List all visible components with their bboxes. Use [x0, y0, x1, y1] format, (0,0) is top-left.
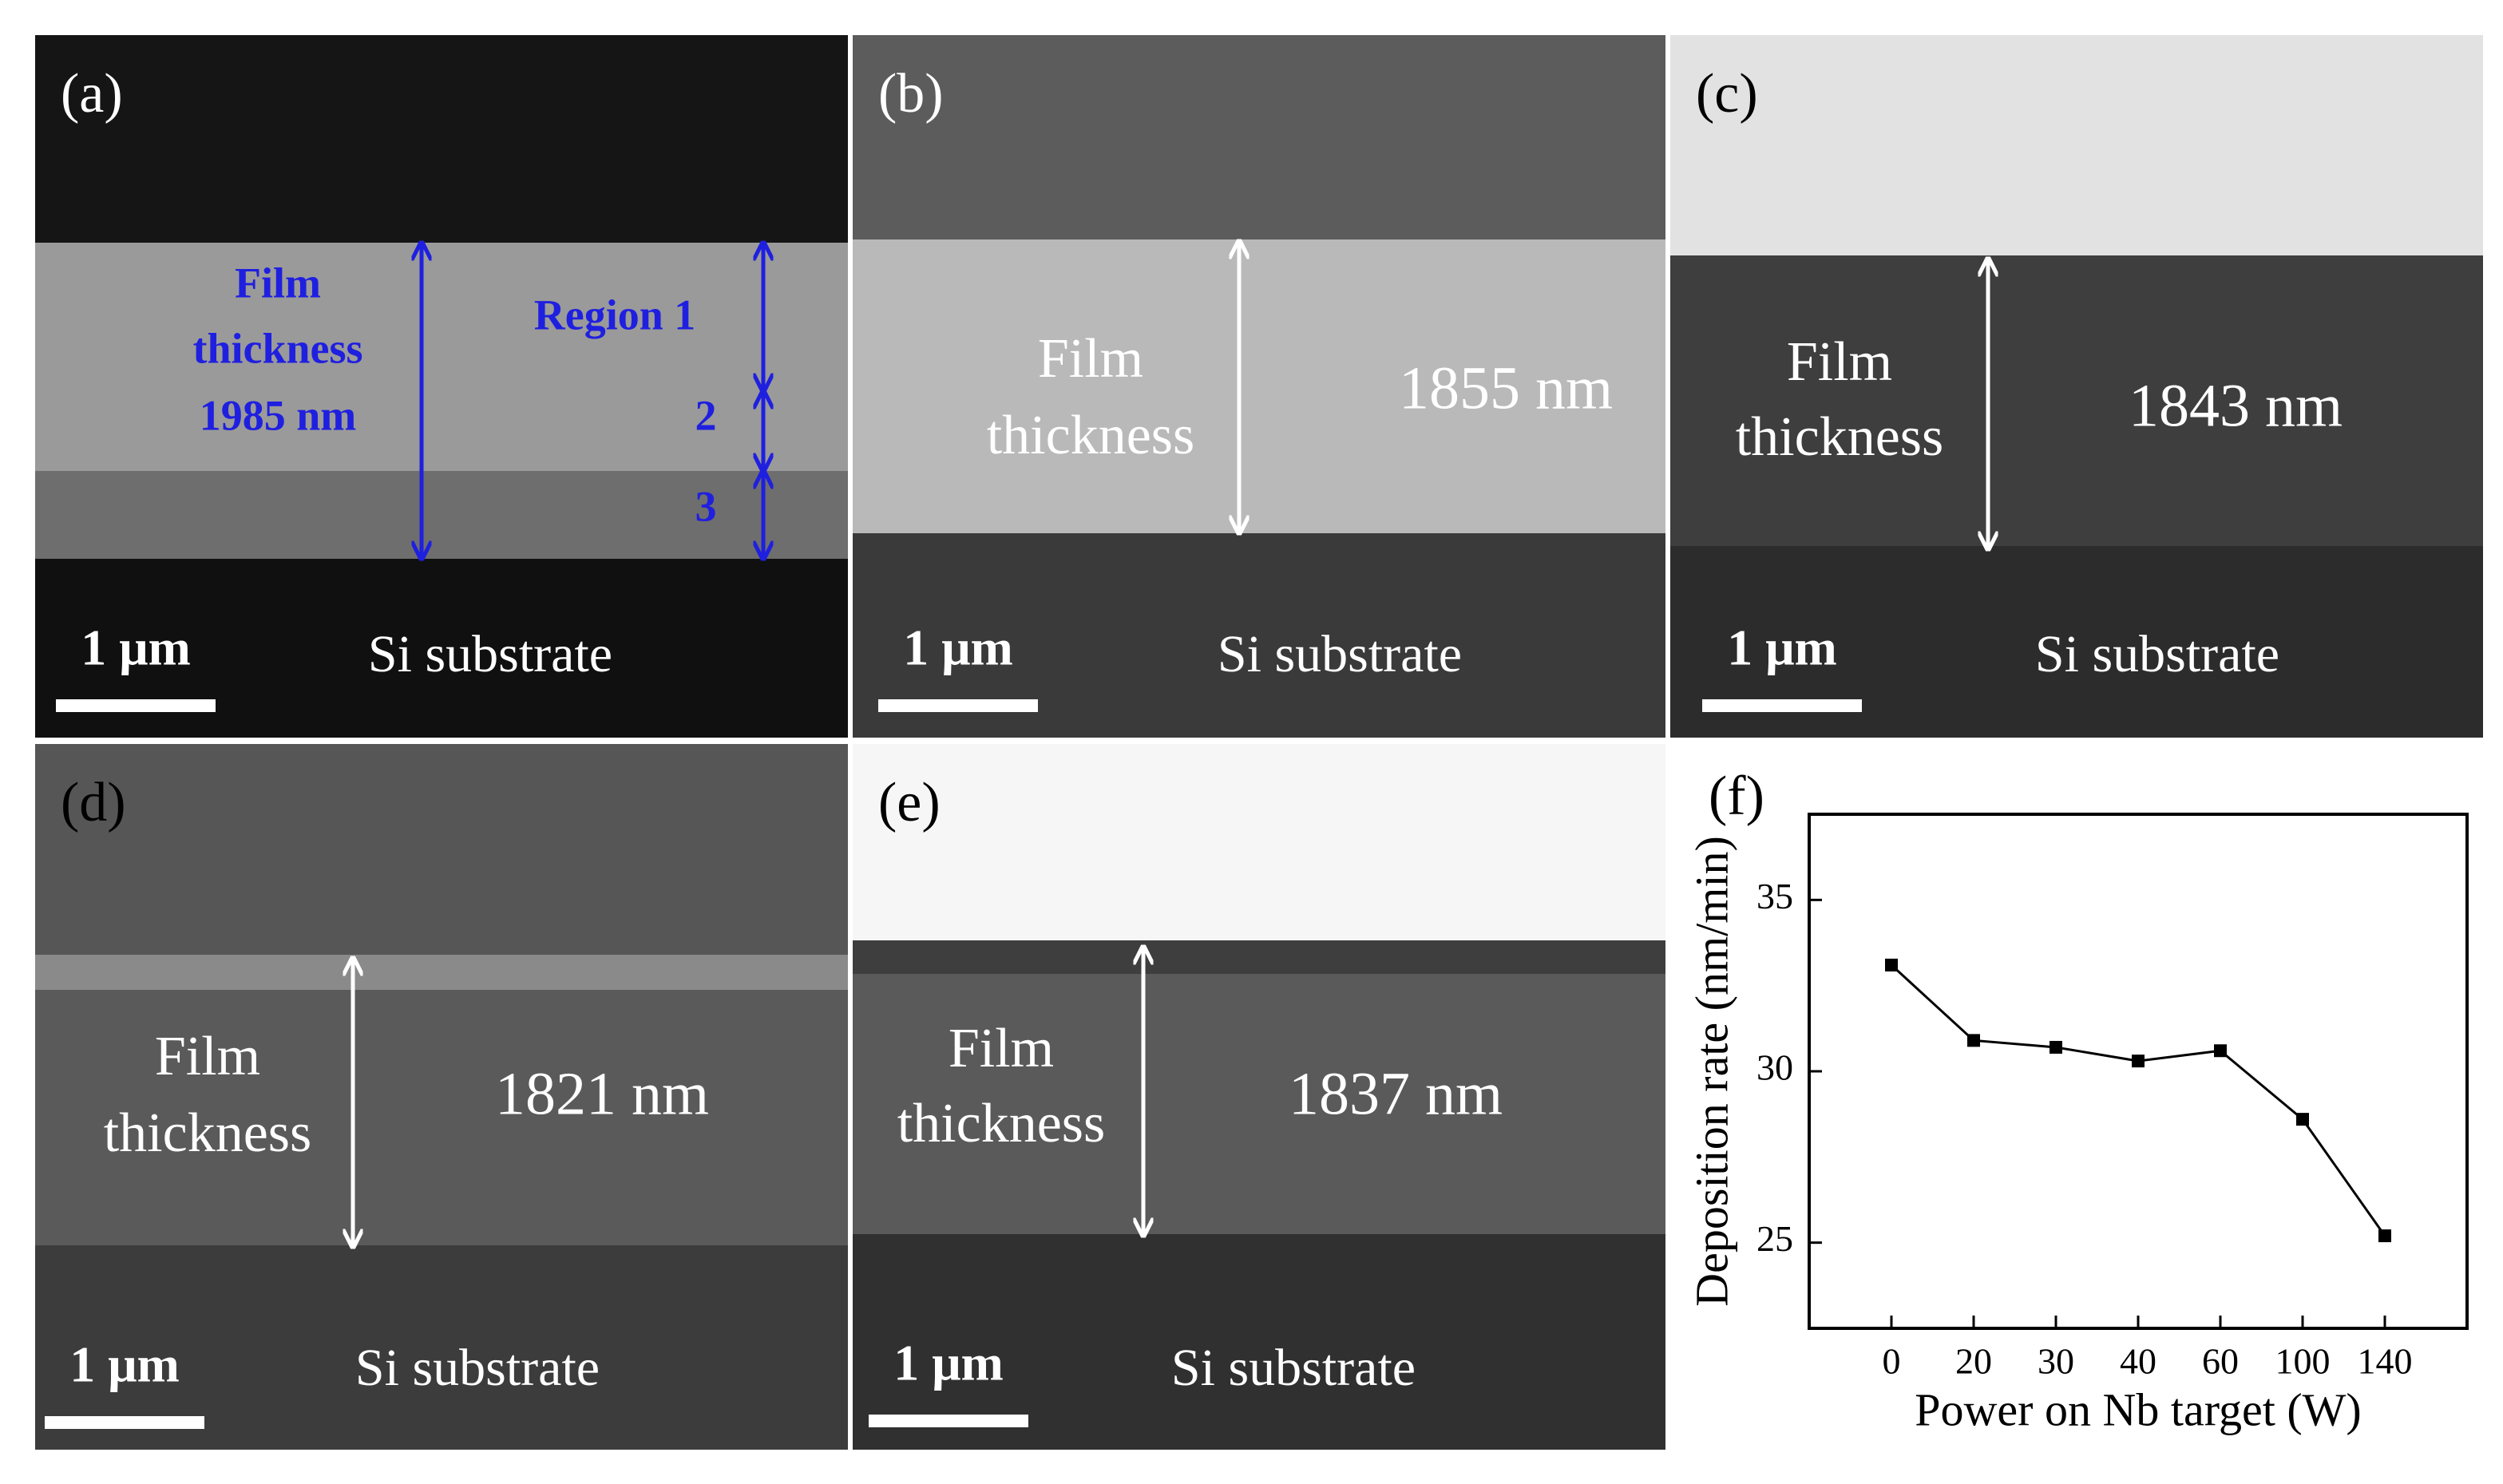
y-axis-title: Deposition rate (nm/min)	[1685, 836, 1737, 1307]
data-point	[1885, 958, 1898, 972]
sem-layer	[35, 955, 848, 990]
panel-label: (e)	[878, 772, 941, 833]
scale-bar-label: 1 μm	[1727, 619, 1837, 676]
sem-layer	[35, 243, 848, 471]
sem-layer	[853, 974, 1665, 1234]
panel-label: (f)	[1709, 766, 1764, 827]
panel-label: (a)	[61, 63, 123, 125]
data-point	[2378, 1229, 2391, 1243]
data-point	[2132, 1055, 2145, 1068]
film-text: Film	[235, 259, 321, 307]
scale-bar	[56, 699, 216, 712]
y-tick-label: 30	[1756, 1047, 1793, 1088]
film-text: 1843 nm	[2129, 372, 2343, 439]
substrate-label: Si substrate	[2035, 625, 2279, 683]
sem-layer	[853, 744, 1665, 940]
y-tick-label: 35	[1756, 876, 1793, 916]
substrate-label: Si substrate	[1171, 1339, 1416, 1397]
sem-layer	[853, 940, 1665, 974]
data-point	[2050, 1040, 2062, 1054]
y-tick-label: 25	[1756, 1218, 1793, 1259]
sem-layer	[1670, 35, 2483, 255]
sem-layer	[35, 990, 848, 1245]
data-line	[1890, 964, 2386, 1237]
plot-frame	[1808, 813, 2469, 1330]
sem-layer	[35, 1245, 848, 1450]
film-text: 1837 nm	[1289, 1060, 1503, 1127]
scale-bar	[45, 1416, 204, 1429]
data-point	[2214, 1044, 2227, 1058]
film-text: thickness	[104, 1102, 312, 1164]
scale-bar	[1702, 699, 1862, 712]
panel-label: (d)	[61, 772, 126, 833]
panel-label: (c)	[1696, 63, 1758, 125]
scale-bar-label: 1 μm	[903, 619, 1013, 676]
region-label: 3	[695, 482, 717, 530]
substrate-label: Si substrate	[1218, 625, 1462, 683]
region-label: 2	[695, 391, 717, 439]
x-tick-label: 60	[2202, 1341, 2239, 1382]
data-point	[2296, 1113, 2309, 1126]
x-tick-label: 40	[2120, 1341, 2156, 1382]
film-text: Film	[949, 1018, 1054, 1079]
film-text: 1985 nm	[200, 391, 357, 439]
film-text: thickness	[897, 1093, 1106, 1154]
data-point	[1967, 1034, 1980, 1047]
x-tick-label: 0	[1883, 1341, 1901, 1382]
substrate-label: Si substrate	[368, 625, 612, 683]
sem-layer	[853, 35, 1665, 239]
sem-layer	[853, 1234, 1665, 1450]
scale-bar-label: 1 μm	[81, 619, 191, 676]
region-label: Region 1	[534, 291, 696, 338]
film-text: Film	[155, 1026, 260, 1087]
sem-layer	[1670, 255, 2483, 546]
scale-bar	[878, 699, 1038, 712]
sem-layer	[853, 239, 1665, 533]
sem-layer	[35, 471, 848, 559]
film-text: thickness	[1736, 406, 1944, 468]
film-text: Film	[1038, 328, 1143, 390]
scale-bar-label: 1 μm	[69, 1336, 180, 1393]
x-tick-label: 20	[1955, 1341, 1992, 1382]
x-tick-label: 140	[2358, 1341, 2413, 1382]
sem-layer	[35, 744, 848, 955]
x-axis-title: Power on Nb target (W)	[1915, 1383, 2361, 1435]
film-text: 1855 nm	[1399, 354, 1613, 421]
x-tick-label: 100	[2275, 1341, 2331, 1382]
film-text: 1821 nm	[495, 1060, 709, 1127]
film-text: thickness	[987, 405, 1195, 466]
scale-bar-label: 1 μm	[893, 1335, 1004, 1391]
substrate-label: Si substrate	[355, 1339, 600, 1397]
film-text: Film	[1787, 331, 1892, 393]
film-text: thickness	[192, 324, 362, 372]
sem-layer	[35, 35, 848, 243]
x-tick-label: 30	[2038, 1341, 2074, 1382]
scale-bar	[869, 1415, 1028, 1427]
panel-label: (b)	[878, 63, 944, 125]
